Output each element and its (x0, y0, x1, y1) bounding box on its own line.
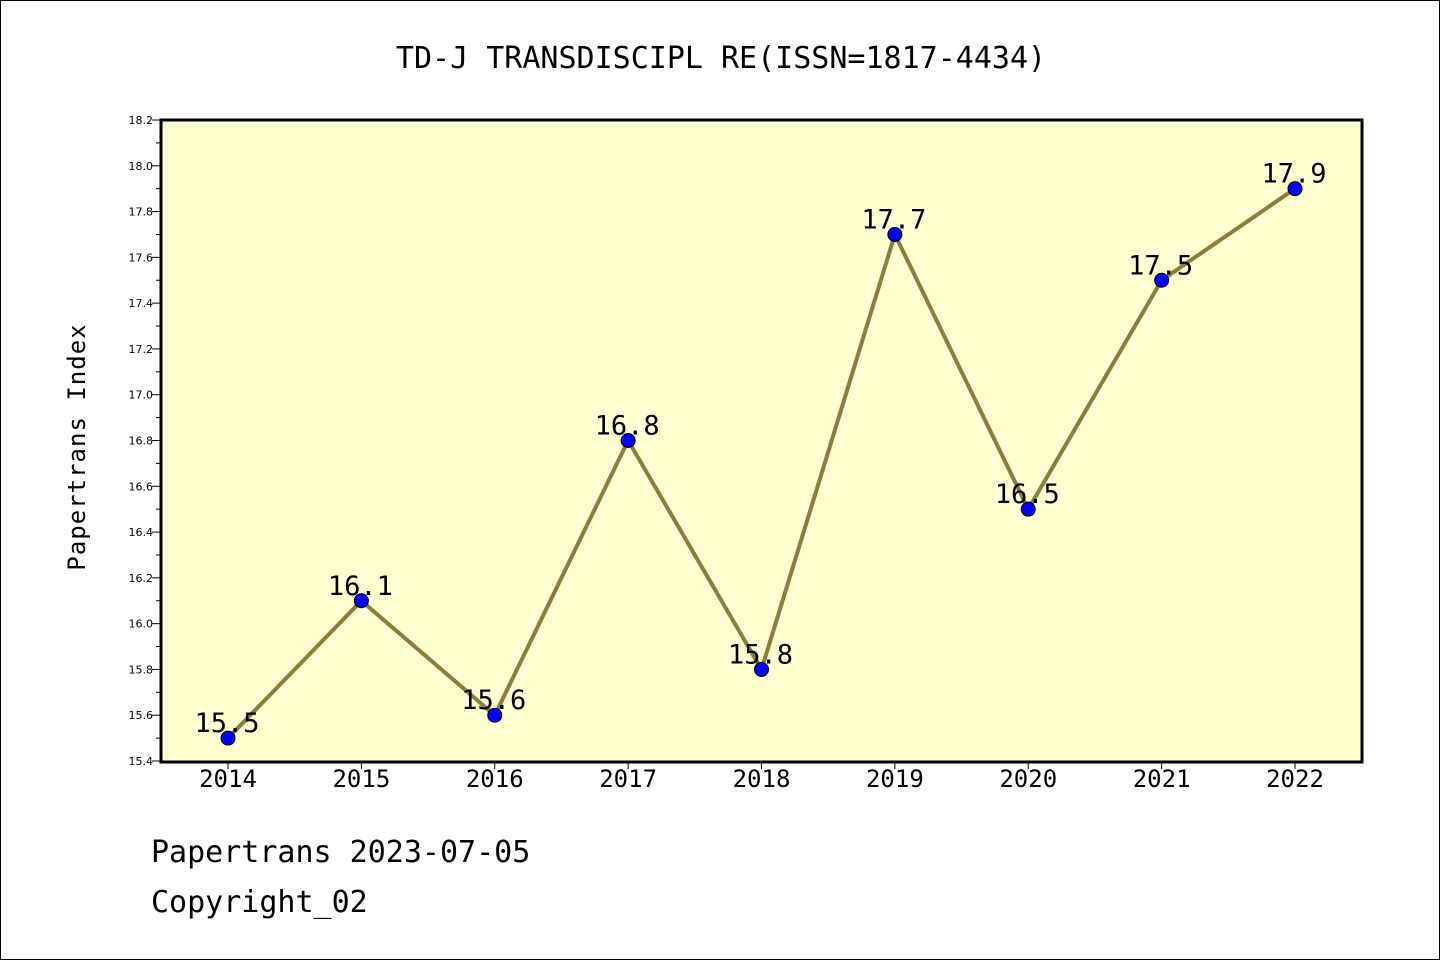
data-point-marker (1154, 272, 1170, 288)
data-label: 17.7 (861, 204, 926, 235)
y-axis: 15.4 15.6 15.8 16.0 16.2 16.4 16.6 16.8 17.0 17.2… (129, 114, 161, 768)
y-tick-label: 18.2 (129, 114, 154, 127)
x-tick-label: 2019 (866, 765, 924, 793)
footer-date-line: Papertrans 2023-07-05 (151, 835, 531, 870)
y-tick-label: 17.6 (129, 251, 154, 264)
data-label: 15.6 (461, 685, 526, 716)
x-tick-label: 2016 (466, 765, 524, 793)
x-tick-label: 2017 (599, 765, 657, 793)
x-tick-label: 2020 (999, 765, 1057, 793)
data-label: 16.5 (995, 479, 1060, 510)
y-tick-label: 18.0 (129, 160, 154, 173)
data-point-marker (754, 661, 769, 677)
y-tick-label: 16.8 (129, 435, 154, 448)
data-label: 16.1 (328, 571, 393, 602)
y-tick-label: 17.0 (129, 389, 154, 402)
y-axis-label: Papertrans Index (63, 323, 91, 570)
data-label: 17.5 (1128, 250, 1193, 281)
y-tick-label: 15.8 (129, 663, 154, 676)
series-line-group (220, 181, 1303, 746)
y-tick-label: 17.8 (129, 206, 154, 219)
data-point-marker (620, 433, 636, 448)
chart-title: TD-J TRANSDISCIPL RE(ISSN=1817-4434) (396, 41, 1046, 76)
y-tick-label: 16.4 (129, 526, 154, 539)
y-tick-label: 17.2 (129, 343, 154, 356)
x-tick-label: 2018 (733, 765, 791, 793)
plot-area (159, 118, 1364, 764)
x-axis: 2014 2015 2016 2017 2018 2019 2020 2021 2022 (199, 761, 1324, 793)
x-tick-label: 2014 (199, 765, 257, 793)
y-tick-label: 15.6 (129, 709, 154, 722)
data-point-marker (487, 707, 503, 723)
data-point-marker (220, 730, 236, 746)
data-point-marker (1287, 181, 1303, 197)
x-tick-label: 2022 (1266, 765, 1324, 793)
data-label: 15.5 (194, 708, 259, 739)
y-tick-label: 16.2 (129, 572, 154, 585)
y-tick-label: 16.0 (129, 618, 154, 631)
y-tick-label: 17.4 (129, 297, 154, 310)
y-tick-label: 16.6 (129, 480, 154, 493)
data-label: 17.9 (1261, 159, 1326, 190)
data-label: 15.8 (728, 639, 793, 670)
data-point-marker (887, 226, 903, 242)
data-point-marker (1020, 501, 1036, 517)
data-point-marker (353, 593, 369, 609)
footer-copyright: Copyright_02 (151, 885, 368, 920)
x-tick-label: 2015 (332, 765, 390, 793)
data-label-group: 15.5 16.1 15.6 16.8 15.8 17.7 16.5 17.5 17.9 (194, 159, 1326, 739)
data-label: 16.8 (595, 411, 660, 442)
x-tick-label: 2021 (1133, 765, 1191, 793)
y-tick-label: 15.4 (129, 755, 154, 768)
